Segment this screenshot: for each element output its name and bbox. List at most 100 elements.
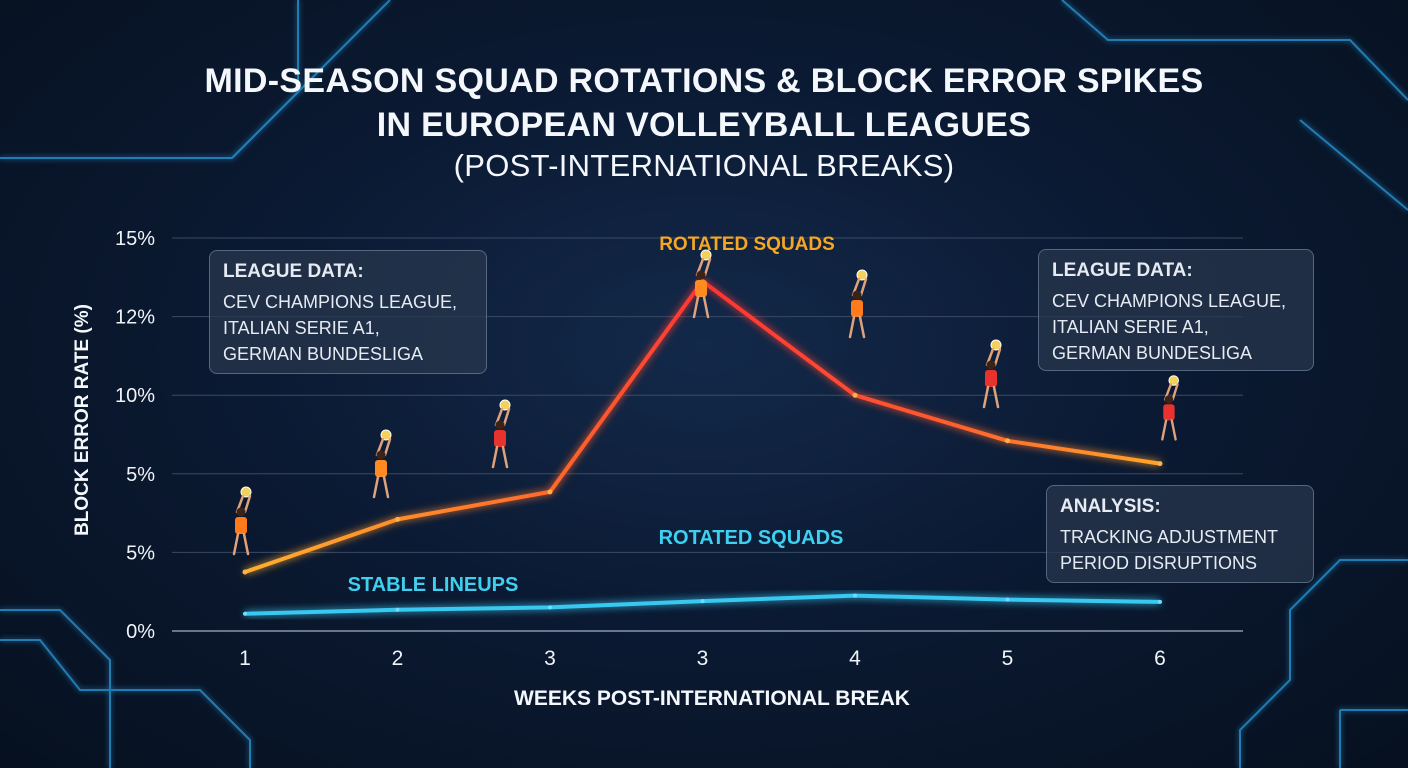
data-point-rotated [1005, 438, 1010, 444]
y-tick-label: 15% [115, 228, 155, 250]
series-points-stable [243, 593, 1162, 616]
volleyball-player-icon [372, 429, 392, 499]
data-point-stable [1158, 599, 1162, 604]
volleyball-player-icon [1161, 375, 1179, 441]
volleyball-icon [700, 249, 712, 261]
title-line-2: IN EUROPEAN VOLLEYBALL LEAGUES [376, 106, 1032, 144]
x-tick-label: 3 [544, 647, 556, 670]
player-arm [383, 437, 392, 457]
player-jersey [695, 280, 707, 297]
player-leg [992, 385, 1000, 409]
player-leg [858, 315, 866, 339]
volleyball-player-icon [982, 339, 1002, 409]
y-tick-label: 0% [126, 621, 155, 643]
data-point-rotated [242, 569, 248, 575]
series-line-stable-lineups [244, 593, 1161, 616]
analysis-panel: ANALYSIS: TRACKING ADJUSTMENT PERIOD DIS… [1046, 485, 1314, 583]
x-tick-label: 5 [1002, 647, 1014, 670]
panel-line: GERMAN BUNDESLIGA [223, 344, 424, 364]
y-tick-label: 5% [126, 464, 155, 486]
player-jersey [235, 517, 247, 534]
data-point-stable [853, 593, 857, 598]
x-tick-label: 4 [849, 647, 861, 670]
panel-heading: ANALYSIS: [1060, 496, 1161, 517]
player-head [376, 450, 386, 460]
player-head [852, 290, 862, 300]
volleyball-player-icon [692, 249, 712, 319]
player-leg [491, 445, 499, 469]
player-jersey [851, 300, 863, 317]
panel-line: ITALIAN SERIE A1, [223, 318, 380, 338]
player-jersey [985, 370, 997, 387]
player-leg [1161, 419, 1168, 441]
player-leg [242, 532, 250, 556]
annotation-rotated-squads-top: ROTATED SQUADS [659, 234, 835, 255]
panel-line: GERMAN BUNDESLIGA [1052, 343, 1253, 363]
volleyball-icon [856, 269, 868, 281]
player-jersey [1163, 404, 1175, 421]
annotation-stable-lineups: STABLE LINEUPS [348, 574, 519, 596]
player-arm [859, 277, 868, 297]
x-axis-label: WEEKS POST-INTERNATIONAL BREAK [514, 687, 910, 710]
data-point-stable [548, 605, 552, 610]
player-leg [232, 532, 240, 556]
y-tick-label: 10% [115, 385, 155, 407]
volleyball-icon [990, 339, 1002, 351]
data-point-rotated [547, 489, 553, 495]
player-arm [243, 494, 252, 514]
volleyball-icon [380, 429, 392, 441]
player-jersey [494, 430, 506, 447]
data-point-stable [700, 599, 705, 604]
player-arm [993, 347, 1002, 367]
player-leg [1170, 419, 1177, 441]
panel-heading: LEAGUE DATA: [223, 261, 364, 282]
data-point-stable [395, 607, 400, 612]
data-point-rotated [395, 516, 400, 522]
player-leg [702, 295, 710, 319]
player-leg [382, 475, 390, 499]
annotation-rotated-squads-mid: ROTATED SQUADS [659, 527, 844, 549]
panel-line: CEV CHAMPIONS LEAGUE, [1052, 291, 1287, 311]
player-figures [232, 249, 1179, 556]
x-axis-ticks: 1 2 3 3 4 5 6 [239, 647, 1166, 670]
volleyball-icon [1168, 375, 1179, 386]
x-tick-label: 2 [392, 647, 404, 670]
volleyball-icon [499, 399, 511, 411]
player-arm [703, 257, 712, 277]
volleyball-player-icon [232, 486, 252, 556]
player-head [1164, 395, 1174, 404]
league-data-panel-right: LEAGUE DATA: CEV CHAMPIONS LEAGUE, ITALI… [1038, 249, 1314, 371]
y-axis-ticks: 0% 5% 5% 10% 12% 15% [115, 228, 155, 643]
y-tick-label: 12% [115, 307, 155, 329]
player-head [696, 270, 706, 280]
data-point-stable [1005, 597, 1010, 602]
panel-heading: LEAGUE DATA: [1052, 260, 1193, 281]
player-leg [848, 315, 856, 339]
player-arm [502, 407, 511, 427]
player-jersey [375, 460, 387, 477]
y-tick-label: 5% [126, 542, 155, 564]
panel-line: PERIOD DISRUPTIONS [1060, 553, 1258, 573]
panel-line: ITALIAN SERIE A1, [1052, 317, 1209, 337]
volleyball-icon [240, 486, 252, 498]
player-leg [372, 475, 380, 499]
player-arm [1171, 383, 1179, 401]
x-tick-label: 6 [1154, 647, 1166, 670]
volleyball-player-icon [491, 399, 511, 469]
title-line-3: (POST-INTERNATIONAL BREAKS) [453, 148, 955, 183]
player-head [495, 420, 505, 430]
player-head [236, 507, 246, 517]
title-line-1: MID-SEASON SQUAD ROTATIONS & BLOCK ERROR… [204, 62, 1204, 100]
volleyball-player-icon [848, 269, 868, 339]
data-point-stable [243, 611, 247, 616]
player-leg [692, 295, 700, 319]
panel-line: TRACKING ADJUSTMENT [1060, 527, 1279, 547]
league-data-panel-left: LEAGUE DATA: CEV CHAMPIONS LEAGUE, ITALI… [209, 250, 487, 374]
y-axis-label: BLOCK ERROR RATE (%) [72, 304, 93, 536]
player-leg [501, 445, 509, 469]
player-leg [982, 385, 990, 409]
data-point-rotated [1157, 461, 1163, 467]
x-tick-label: 3 [697, 647, 709, 670]
panel-line: CEV CHAMPIONS LEAGUE, [223, 292, 458, 312]
